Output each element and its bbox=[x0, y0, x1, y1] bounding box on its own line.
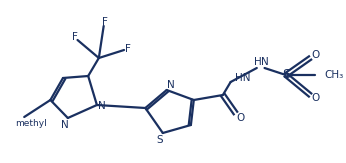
Text: O: O bbox=[236, 113, 244, 123]
Text: S: S bbox=[157, 135, 163, 145]
Text: H: H bbox=[254, 57, 262, 67]
Text: N: N bbox=[98, 101, 106, 111]
Text: S: S bbox=[282, 68, 290, 82]
Text: N: N bbox=[167, 80, 174, 90]
Text: F: F bbox=[72, 32, 78, 42]
Text: methyl: methyl bbox=[16, 119, 47, 127]
Text: F: F bbox=[125, 44, 131, 54]
Text: HN: HN bbox=[236, 73, 251, 83]
Text: O: O bbox=[312, 50, 320, 60]
Text: CH₃: CH₃ bbox=[325, 70, 344, 80]
Text: O: O bbox=[312, 93, 320, 103]
Text: F: F bbox=[102, 17, 108, 27]
Text: N: N bbox=[261, 57, 268, 67]
Text: N: N bbox=[61, 120, 69, 130]
